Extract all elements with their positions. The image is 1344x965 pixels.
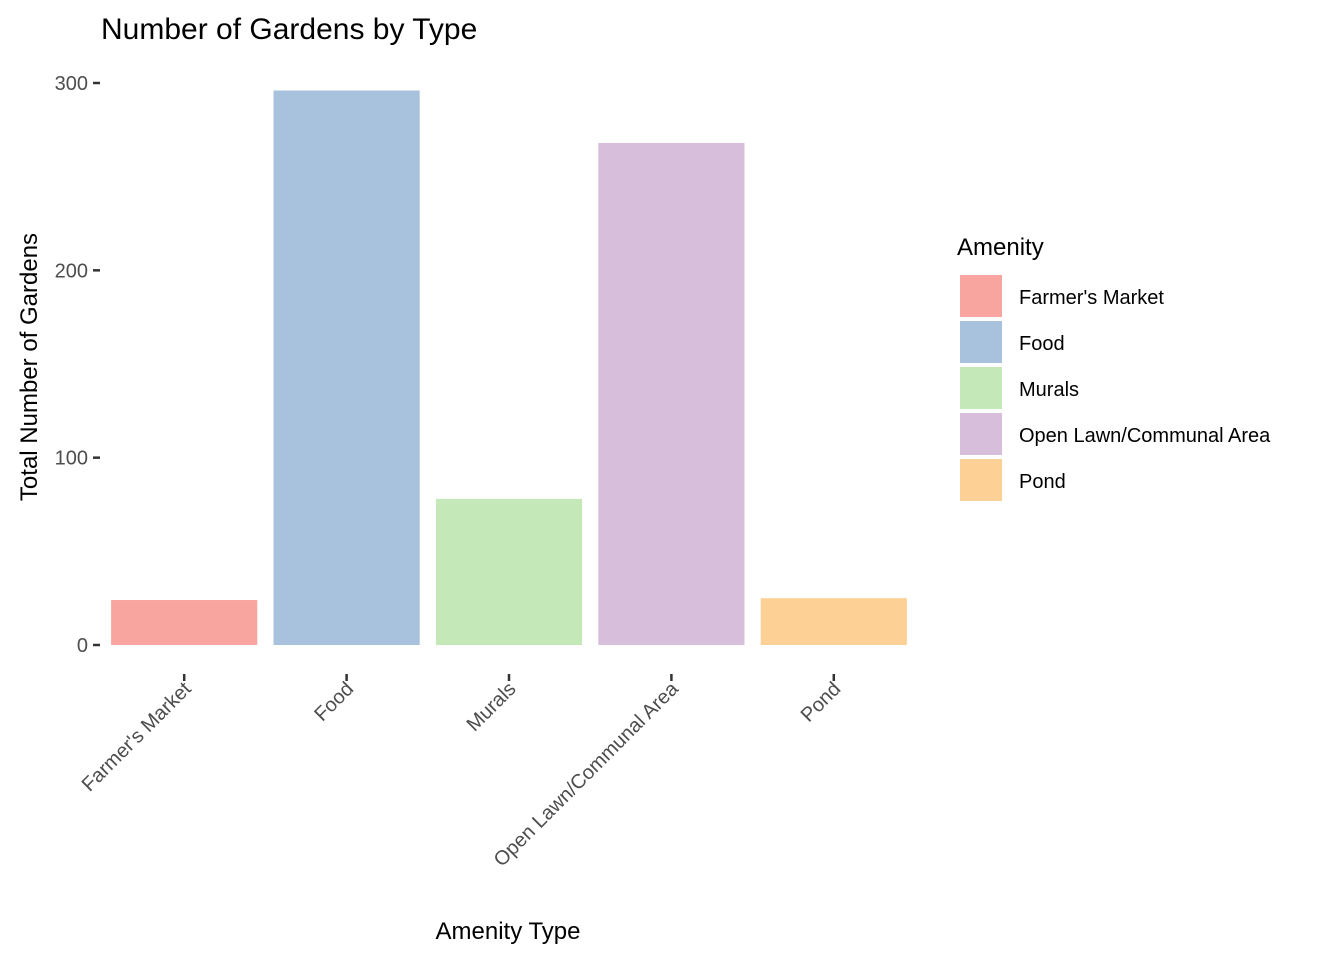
x-tick-label: Murals [463,678,521,736]
legend-key [960,275,1002,317]
legend-label: Murals [1019,379,1079,401]
x-axis-label: Amenity Type [436,918,581,945]
y-tick-label: 200 [55,260,88,282]
x-tick-label: Farmer's Market [78,678,196,796]
bar-murals [435,498,583,645]
legend-key [960,413,1002,455]
legend-label: Farmer's Market [1019,287,1164,309]
legend-key [960,459,1002,501]
bar-pond [760,598,907,645]
y-axis-label: Total Number of Gardens [16,233,43,501]
x-tick-label: Food [310,678,358,726]
legend-title: Amenity [957,234,1044,261]
x-tick-label: Open Lawn/Communal Area [490,677,684,871]
legend-key [960,321,1002,363]
chart-title: Number of Gardens by Type [101,13,477,46]
bar-food [273,90,420,645]
y-tick-label: 0 [77,635,88,657]
legend-label: Open Lawn/Communal Area [1019,425,1271,447]
y-tick-label: 100 [55,448,88,470]
legend-key [960,367,1002,409]
legend-label: Food [1019,333,1065,355]
bar-open-lawn-communal-area [598,142,745,646]
legend: Amenity Farmer's Market Food Murals Open La… [957,234,1271,501]
legend-label: Pond [1019,471,1066,493]
plot-area: 0 100 200 300 Farmer's Market Food MuralsOpen … [55,73,907,871]
x-tick-label: Pond [797,678,846,727]
y-tick-label: 300 [55,73,88,95]
bar-farmer-s-market [111,600,258,645]
